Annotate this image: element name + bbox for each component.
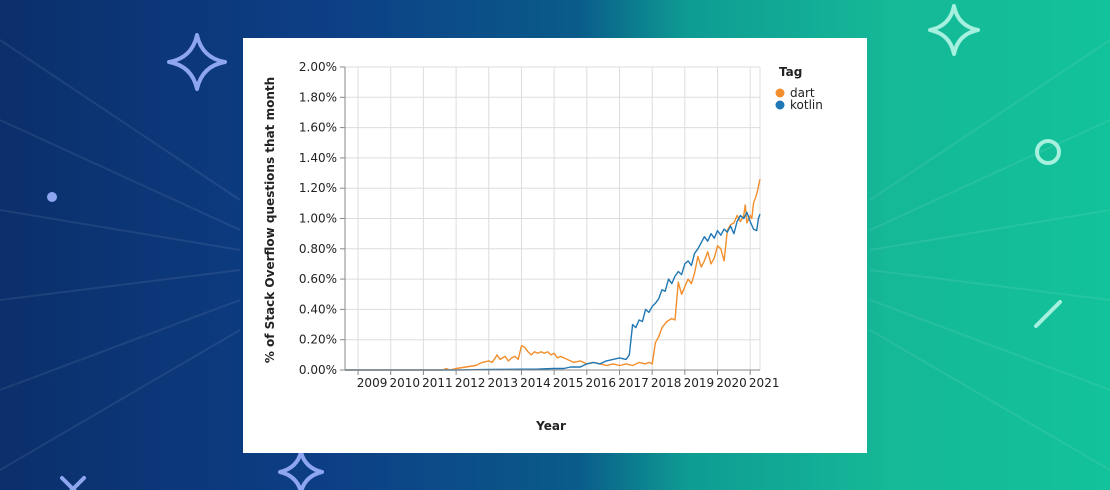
ring-icon	[1035, 139, 1061, 165]
y-tick-label: 1.00%	[299, 212, 337, 226]
series-line-kotlin	[345, 211, 761, 371]
y-tick-label: 0.60%	[299, 272, 337, 286]
sparkle-icon	[928, 4, 980, 56]
y-tick-label: 1.80%	[299, 90, 337, 104]
y-tick-label: 1.60%	[299, 121, 337, 135]
x-tick-label: 2021	[749, 376, 780, 390]
series-line-dart	[345, 178, 761, 371]
y-tick-label: 1.20%	[299, 181, 337, 195]
x-tick-label: 2009	[357, 376, 388, 390]
sparkle-icon	[167, 33, 227, 91]
sparkle-icon	[278, 450, 324, 490]
x-axis-title: Year	[535, 419, 566, 433]
legend: Tag dart kotlin	[775, 65, 823, 112]
legend-title: Tag	[779, 65, 802, 79]
legend-swatch-dart	[775, 88, 785, 98]
y-tick-label: 0.00%	[299, 363, 337, 377]
x-tick-label: 2013	[488, 376, 519, 390]
x-icon	[60, 476, 86, 490]
legend-label-kotlin: kotlin	[790, 98, 823, 112]
y-axis-title: % of Stack Overflow questions that month	[263, 77, 277, 363]
x-tick-label: 2014	[520, 376, 551, 390]
x-tick-label: 2012	[455, 376, 486, 390]
y-tick-label: 0.20%	[299, 333, 337, 347]
y-tick-label: 2.00%	[299, 60, 337, 74]
chart-axes	[340, 66, 760, 375]
y-tick-label: 0.40%	[299, 302, 337, 316]
x-tick-label: 2018	[651, 376, 682, 390]
x-tick-label: 2016	[586, 376, 617, 390]
slash-icon	[1034, 300, 1062, 328]
chart-grid	[345, 66, 761, 371]
legend-swatch-kotlin	[775, 100, 785, 110]
tick-labels: 0.00% 0.20% 0.40% 0.60% 0.80% 1.00% 1.20% 1.40%…	[299, 60, 780, 390]
x-tick-label: 2011	[422, 376, 453, 390]
series-layer	[345, 178, 761, 371]
x-tick-label: 2010	[389, 376, 420, 390]
x-tick-label: 2019	[684, 376, 715, 390]
x-tick-label: 2020	[716, 376, 747, 390]
x-tick-label: 2015	[553, 376, 584, 390]
legend-label-dart: dart	[790, 86, 815, 100]
y-tick-label: 0.80%	[299, 242, 337, 256]
dot-icon	[47, 192, 57, 202]
line-chart: 0.00% 0.20% 0.40% 0.60% 0.80% 1.00% 1.20% 1.40%…	[263, 60, 823, 433]
x-tick-label: 2017	[618, 376, 649, 390]
y-tick-label: 1.40%	[299, 151, 337, 165]
chart-card: 0.00% 0.20% 0.40% 0.60% 0.80% 1.00% 1.20% 1.40%…	[243, 38, 867, 453]
